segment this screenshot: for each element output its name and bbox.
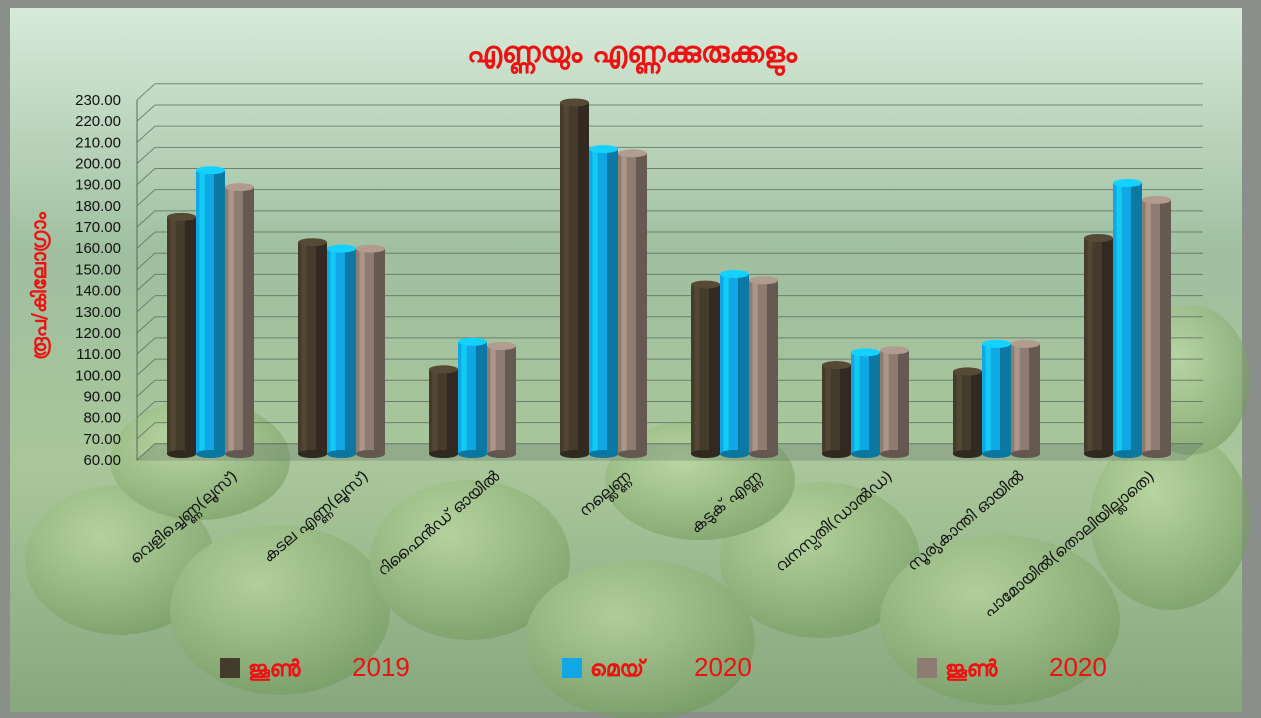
bar (487, 342, 516, 458)
bar (1142, 195, 1171, 458)
grid-line (136, 316, 1203, 334)
bar (691, 280, 720, 458)
y-tick-label: 100.00 (75, 367, 121, 384)
y-tick-label: 70.00 (83, 431, 121, 448)
y-tick-label: 120.00 (75, 325, 121, 342)
grid-line (136, 168, 1203, 186)
y-tick-label: 170.00 (75, 219, 121, 236)
bar (225, 183, 254, 458)
y-tick-label: 130.00 (75, 304, 121, 321)
grid-line (136, 231, 1203, 249)
bar (196, 166, 225, 458)
bar (749, 276, 778, 458)
y-tick-label: 150.00 (75, 261, 121, 278)
chart-floor (135, 443, 1205, 461)
legend-label: മെയ് (590, 657, 647, 682)
y-tick-label: 190.00 (75, 177, 121, 194)
grid-line (136, 125, 1203, 143)
y-tick-label: 160.00 (75, 240, 121, 257)
y-tick-label: 90.00 (83, 388, 121, 405)
y-axis-label: രൂപ/കിലോഗ്രാം (27, 212, 51, 360)
y-tick-label: 80.00 (83, 410, 121, 427)
legend-swatch (562, 658, 582, 678)
bar (167, 212, 196, 458)
y-axis-ticks: 60.00 70.00 80.00 90.00 100.00 110.00 120.00 13… (75, 92, 121, 469)
bar (880, 346, 909, 458)
bar (953, 367, 982, 458)
bar (720, 270, 749, 458)
bar (982, 339, 1011, 458)
bar (560, 98, 589, 458)
legend-swatch (220, 658, 240, 678)
grid-line (136, 104, 1203, 122)
legend-label: ജൂൺ (248, 657, 302, 682)
y-tick-label: 110.00 (76, 346, 121, 363)
legend: ജൂൺ 2019 മെയ് 2020 ജൂൺ 2020 (220, 652, 1107, 682)
bar (1011, 339, 1040, 458)
y-tick-label: 200.00 (75, 156, 121, 173)
bar (298, 238, 327, 458)
grid-line (136, 189, 1203, 207)
bar (1113, 178, 1142, 458)
grid-line (136, 83, 1203, 101)
bar (1084, 234, 1113, 458)
y-tick-label: 210.00 (75, 134, 121, 151)
y-tick-label: 140.00 (75, 283, 121, 300)
y-tick-label: 220.00 (75, 113, 121, 130)
bars (167, 98, 1171, 458)
grid-line (136, 295, 1203, 313)
y-tick-label: 180.00 (75, 198, 121, 215)
grid-line (136, 337, 1203, 355)
bar (618, 149, 647, 458)
legend-year: 2020 (1049, 652, 1107, 682)
y-tick-label: 60.00 (83, 452, 121, 469)
legend-year: 2019 (352, 652, 410, 682)
bar (458, 337, 487, 458)
legend-year: 2020 (694, 652, 752, 682)
grid-line (136, 273, 1203, 291)
grid-line (136, 146, 1203, 164)
bar (851, 348, 880, 458)
grid-line (136, 252, 1203, 270)
legend-swatch (917, 658, 937, 678)
bar (429, 365, 458, 458)
bar (327, 244, 356, 458)
bar (356, 244, 385, 458)
grid-line (136, 210, 1203, 228)
y-tick-label: 230.00 (75, 92, 121, 109)
legend-label: ജൂൺ (945, 657, 999, 682)
bar (589, 145, 618, 458)
bar (822, 361, 851, 458)
